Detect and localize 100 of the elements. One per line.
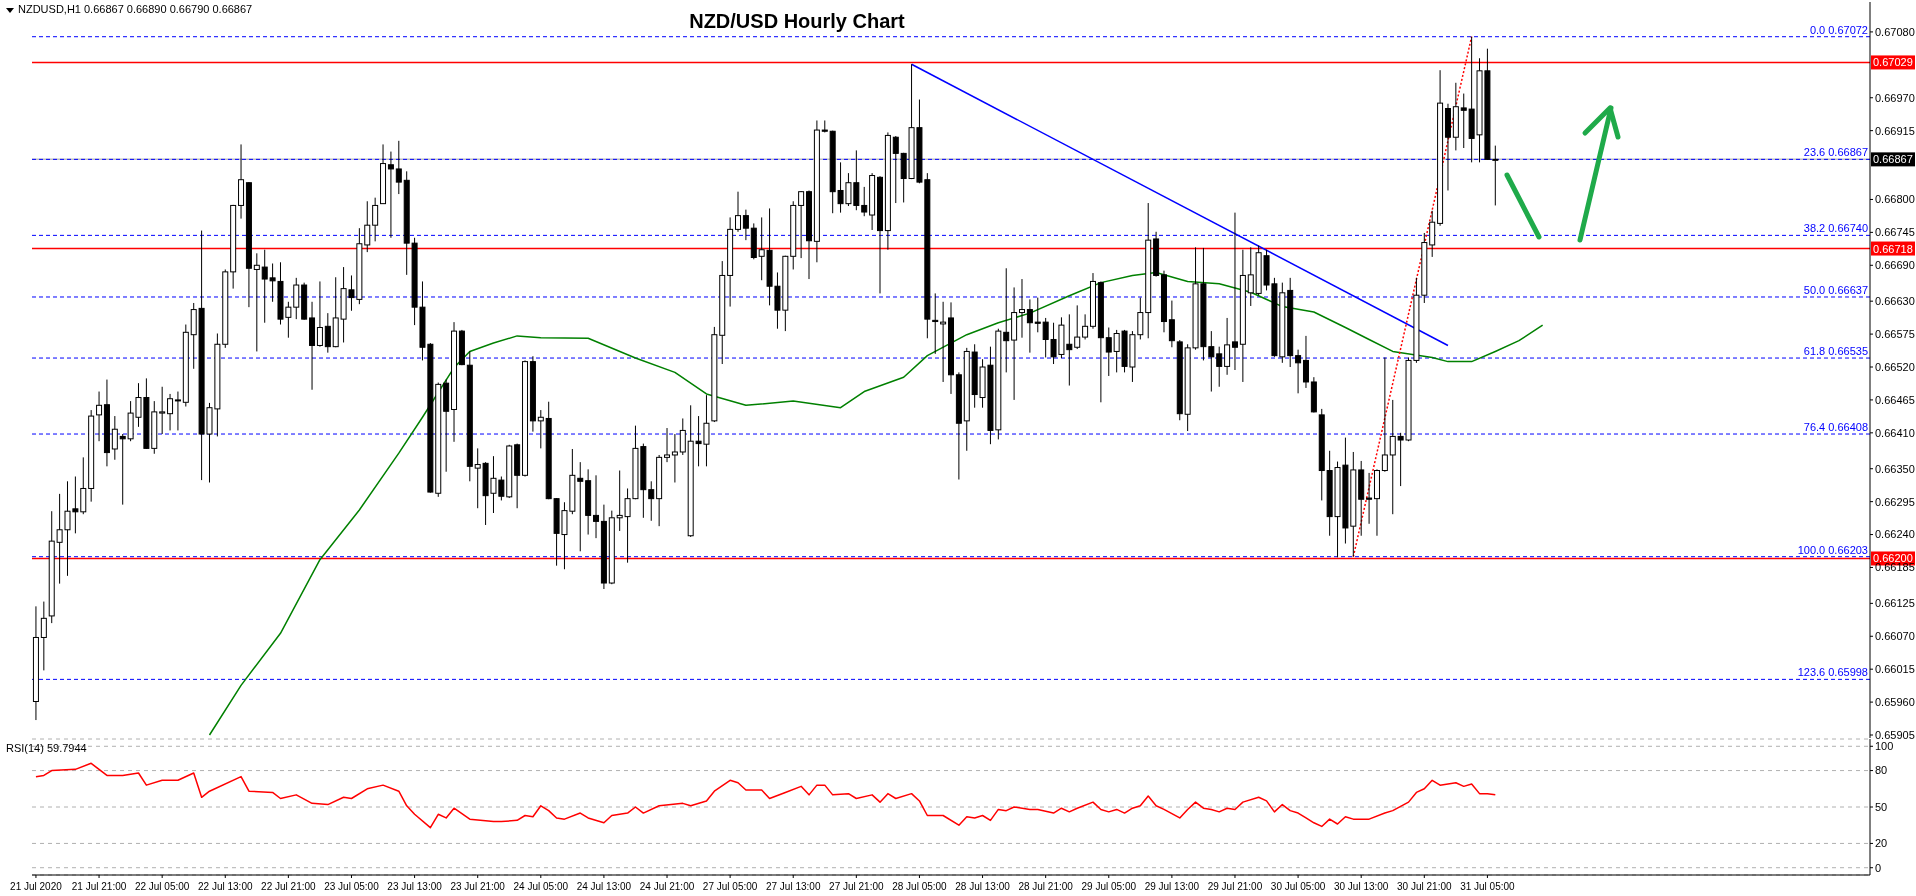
candlestick: [671, 433, 678, 483]
y-tick-label: 0.66800: [1875, 193, 1915, 206]
candlestick: [940, 301, 947, 383]
candlestick: [324, 312, 331, 354]
ref-line-label: 123.6 0.65998: [1797, 666, 1868, 679]
y-tick-label: 0.66295: [1875, 495, 1915, 508]
ref-line-label: 0.66200: [1873, 552, 1913, 565]
candlestick: [861, 186, 868, 217]
candlestick: [742, 209, 749, 241]
annotation: NZDUSD,H1 0.66867 0.66890 0.66790 0.66867: [18, 3, 253, 15]
x-tick-label: 29 Jul 05:00: [1081, 881, 1137, 892]
candlestick: [593, 474, 600, 539]
x-tick-label: 22 Jul 05:00: [134, 881, 190, 892]
ref-line-label: 0.67029: [1873, 56, 1913, 69]
candlestick: [395, 140, 402, 195]
y-tick-label: 0.66015: [1875, 663, 1915, 676]
x-tick-label: 24 Jul 05:00: [513, 881, 569, 892]
y-tick-label: 80: [1875, 764, 1888, 777]
candlestick: [892, 135, 899, 204]
candlestick: [537, 409, 544, 449]
line-series: [35, 762, 1497, 829]
candlestick: [664, 427, 671, 463]
candlestick: [1082, 313, 1089, 340]
y-tick-label: 0.66630: [1875, 295, 1915, 308]
candlestick: [159, 386, 166, 435]
y-tick-label: 0.66915: [1875, 124, 1915, 137]
ref-line-label: 0.66718: [1873, 242, 1913, 255]
candlestick: [1105, 327, 1112, 377]
x-tick-label: 21 Jul 2020: [10, 881, 63, 892]
candlestick: [167, 393, 174, 431]
x-tick-label: 30 Jul 13:00: [1333, 881, 1389, 892]
candlestick: [1216, 346, 1223, 388]
ref-line-label: 50.0 0.66637: [1803, 284, 1868, 296]
candlestick: [1168, 300, 1175, 348]
x-tick-label: 30 Jul 05:00: [1270, 881, 1326, 892]
y-tick-label: 100: [1875, 740, 1894, 753]
candlestick: [1074, 304, 1081, 350]
candlestick: [1231, 212, 1238, 371]
candlestick: [96, 391, 103, 442]
y-tick-label: 0.65905: [1875, 728, 1915, 741]
y-tick-label: 0.66350: [1875, 462, 1915, 475]
x-tick-label: 23 Jul 13:00: [387, 881, 443, 892]
candlestick: [253, 252, 260, 352]
x-tick-label: 22 Jul 13:00: [198, 881, 253, 892]
x-tick-label: 27 Jul 13:00: [765, 881, 821, 892]
candlestick: [387, 151, 394, 239]
y-tick-label: 0.66690: [1875, 259, 1915, 272]
candlestick: [1429, 210, 1436, 258]
y-tick-label: 20: [1875, 837, 1888, 850]
ref-line-label: 76.4 0.66408: [1803, 421, 1868, 434]
ref-line-label: 38.2 0.66740: [1803, 222, 1868, 235]
x-tick-label: 27 Jul 05:00: [702, 881, 758, 892]
candlestick: [40, 601, 47, 671]
candlestick: [111, 415, 118, 461]
x-tick-label: 21 Jul 21:00: [71, 881, 127, 892]
y-tick-label: 0.66240: [1875, 528, 1915, 541]
candlestick: [372, 197, 379, 242]
x-tick-label: 23 Jul 21:00: [450, 881, 506, 892]
ref-line-label: 0.0 0.67072: [1809, 23, 1868, 36]
candlestick: [1295, 349, 1302, 394]
y-tick-label: 0.66520: [1875, 360, 1915, 373]
chart-title: NZD/USD Hourly Chart: [688, 10, 906, 33]
y-tick-label: 0.66410: [1875, 426, 1915, 439]
y-tick-label: 0.66970: [1875, 91, 1915, 104]
candlestick: [316, 280, 323, 348]
y-tick-label: 0.66070: [1875, 630, 1915, 643]
x-tick-label: 31 Jul 05:00: [1460, 881, 1516, 892]
x-tick-label: 29 Jul 13:00: [1144, 881, 1200, 892]
x-tick-label: 23 Jul 05:00: [324, 881, 380, 892]
x-tick-label: 28 Jul 13:00: [955, 881, 1011, 892]
candlestick: [1381, 356, 1388, 473]
x-tick-label: 28 Jul 05:00: [892, 881, 948, 892]
x-tick-label: 29 Jul 21:00: [1207, 881, 1263, 892]
y-tick-label: 0.67080: [1875, 25, 1915, 38]
chart-title: RSI(14) 59.7944: [6, 742, 87, 754]
y-tick-label: 0.66745: [1875, 226, 1915, 239]
x-tick-label: 24 Jul 13:00: [576, 881, 632, 892]
candlestick: [735, 191, 742, 233]
candlestick: [1366, 472, 1373, 525]
candlestick: [1019, 278, 1025, 339]
candlestick: [1302, 335, 1309, 389]
ref-line-label: 61.8 0.66535: [1803, 345, 1868, 358]
y-tick-label: 0.66465: [1875, 393, 1915, 406]
y-tick-label: 50: [1875, 800, 1888, 813]
candlestick: [1034, 297, 1041, 333]
x-tick-label: 30 Jul 21:00: [1397, 881, 1452, 892]
candlestick: [1224, 317, 1231, 376]
x-tick-label: 22 Jul 21:00: [261, 881, 317, 892]
ref-line-label: 100.0 0.66203: [1797, 543, 1868, 556]
candlestick: [1026, 298, 1033, 354]
y-tick-label: 0.66125: [1875, 597, 1915, 610]
ref-line-label: 23.6 0.66867: [1803, 146, 1868, 159]
candlestick: [798, 190, 805, 259]
y-tick-label: 0.66575: [1875, 328, 1915, 340]
x-tick-label: 28 Jul 21:00: [1018, 881, 1074, 892]
y-tick-label: 0.65960: [1875, 696, 1915, 708]
x-tick-label: 24 Jul 21:00: [639, 881, 695, 892]
x-tick-label: 27 Jul 21:00: [829, 881, 885, 892]
line-series: [208, 271, 1544, 736]
ref-line-label: 0.66867: [1873, 153, 1913, 166]
